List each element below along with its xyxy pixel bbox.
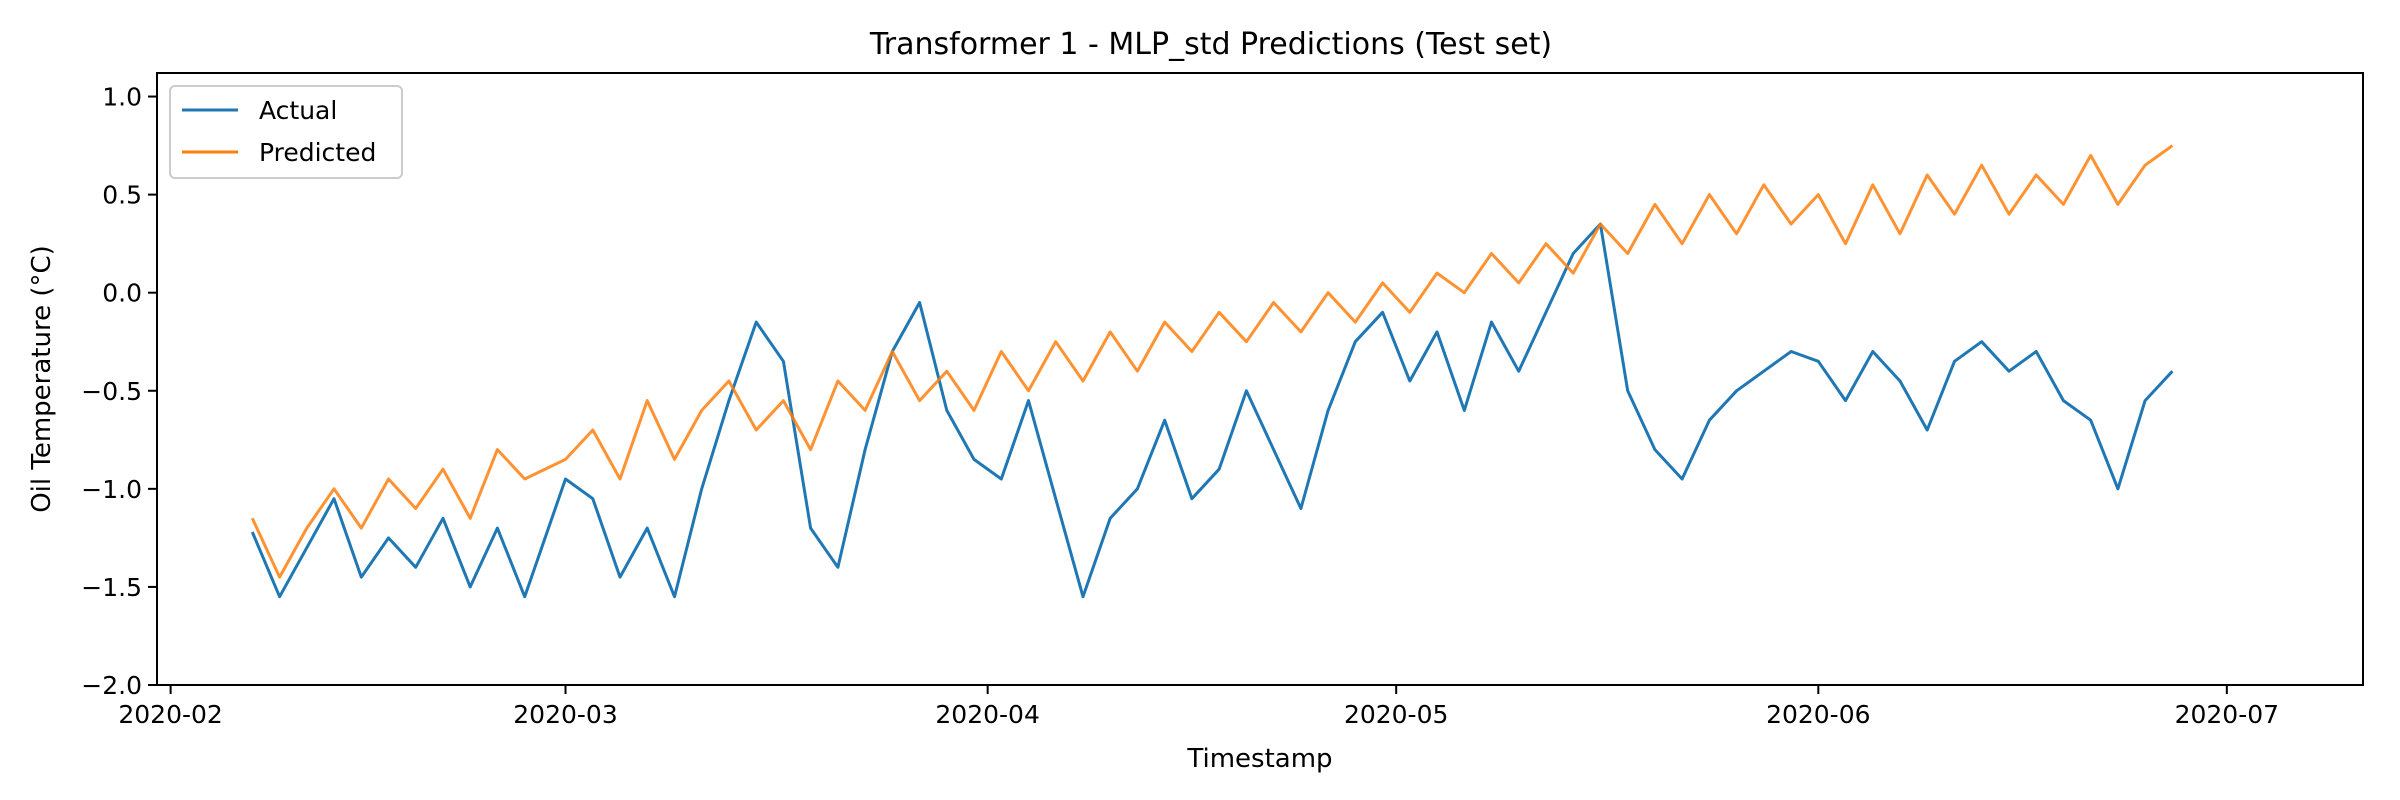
y-tick-label: 0.0 <box>102 279 142 308</box>
y-tick-label: −1.0 <box>81 475 142 504</box>
x-tick-label: 2020-03 <box>513 700 617 729</box>
y-tick-label: −1.5 <box>81 573 142 602</box>
legend-label-actual: Actual <box>259 96 337 125</box>
x-tick-label: 2020-06 <box>1766 700 1870 729</box>
y-tick-label: 0.5 <box>102 181 142 210</box>
x-tick-label: 2020-02 <box>118 700 222 729</box>
plot-area <box>250 144 2174 599</box>
x-tick-label: 2020-04 <box>935 700 1039 729</box>
plot-frame <box>156 72 2364 686</box>
y-tick-label: −0.5 <box>81 377 142 406</box>
y-axis: −2.0 −1.5 −1.0 −0.5 0.0 0.5 1.0 <box>81 83 157 700</box>
x-tick-label: 2020-07 <box>2175 700 2279 729</box>
x-axis: 2020-02 2020-03 2020-04 2020-05 2020-06 2020-… <box>118 685 2279 729</box>
y-axis-label: Oil Temperature (°C) <box>27 245 57 513</box>
x-axis-label: Timestamp <box>1186 744 1332 774</box>
y-tick-label: −2.0 <box>81 671 142 700</box>
chart-title: Transformer 1 - MLP_std Predictions (Tes… <box>869 27 1552 62</box>
y-tick-label: 1.0 <box>102 83 142 112</box>
series-line-predicted <box>250 144 2174 579</box>
legend-label-predicted: Predicted <box>259 138 376 167</box>
legend: Actual Predicted <box>169 85 403 179</box>
series-line-actual <box>250 222 2174 599</box>
x-tick-label: 2020-05 <box>1344 700 1448 729</box>
